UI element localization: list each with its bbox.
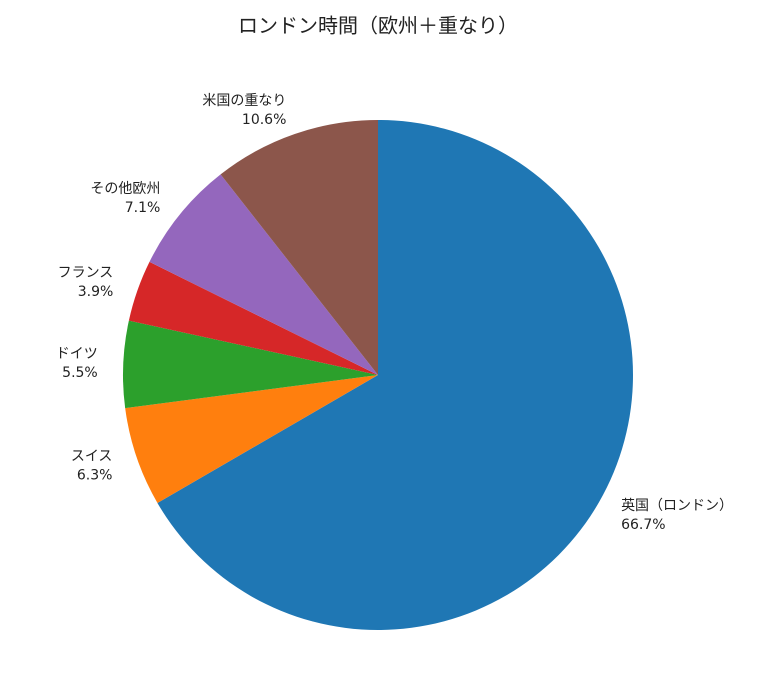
pie-slice [157,120,633,630]
pie-slice [123,320,378,409]
pie-slice [220,120,378,375]
pie-slice [149,174,378,375]
slice-label: 米国の重なり [202,93,286,109]
value-label: 3.9% [78,284,114,300]
value-label: 10.6% [242,112,286,128]
pie-slice [125,375,378,503]
slice-label: その他欧州 [90,181,160,197]
value-label: 7.1% [125,200,161,216]
slice-label: フランス [58,265,114,281]
value-label: 6.3% [77,467,113,483]
slice-label: ドイツ [56,346,98,362]
slice-label: 英国（ロンドン） [621,497,733,514]
value-label: 5.5% [62,365,98,381]
value-label: 66.7% [621,517,665,533]
pie-slice [128,261,378,375]
chart-title: ロンドン時間（欧州＋重なり） [238,14,518,38]
slice-label: スイス [71,448,113,464]
